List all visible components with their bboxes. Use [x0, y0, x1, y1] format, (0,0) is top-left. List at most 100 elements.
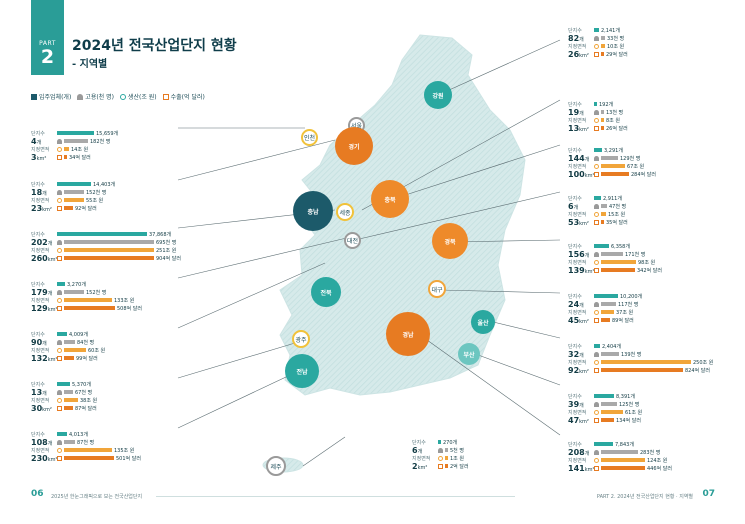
region-jeonnam[interactable]: 전남 — [285, 354, 319, 388]
designated-area: 230km² — [31, 453, 58, 463]
complex-count: 108개 — [31, 437, 53, 447]
firms-value: 14,403개 — [93, 181, 116, 188]
designated-area: 100km² — [568, 169, 595, 179]
designated-area-label: 지정면적 — [31, 297, 50, 304]
firms-value: 2,141개 — [601, 27, 620, 34]
region-ulsan[interactable]: 울산 — [471, 310, 495, 334]
legend-production: 생산(조 원) — [119, 92, 157, 101]
designated-area: 129km² — [31, 303, 58, 313]
employment-value: 695천 명 — [156, 239, 177, 246]
complex-count-label: 단지수 — [568, 27, 582, 34]
production-value: 55조 원 — [86, 197, 104, 204]
person-icon — [594, 251, 599, 257]
coin-icon — [594, 259, 599, 265]
designated-area: 3km² — [31, 152, 47, 162]
stat-card: 단지수 192개 19개 13천 명 지정면적 8조 원 13km² 26억 달… — [568, 100, 628, 133]
complex-count-label: 단지수 — [568, 243, 582, 250]
employment-value: 125천 명 — [619, 401, 640, 408]
region-gyeonggi[interactable]: 경기 — [335, 127, 373, 165]
region-daegu[interactable]: 대구 — [428, 280, 446, 298]
ship-icon — [162, 93, 169, 100]
complex-count-label: 단지수 — [568, 101, 582, 108]
employment-value: 87천 명 — [77, 439, 95, 446]
stat-card: 단지수 2,404개 32개 139천 명 지정면적 250조 원 92km² … — [568, 342, 713, 375]
region-gwangju[interactable]: 광주 — [292, 330, 310, 348]
stat-card: 단지수 3,270개 179개 152천 명 지정면적 133조 원 129km… — [31, 280, 142, 313]
complex-count-label: 단지수 — [568, 441, 582, 448]
region-gangwon[interactable]: 강원 — [424, 81, 452, 109]
employment-value: 67천 명 — [75, 389, 93, 396]
stat-card: 단지수 15,659개 4개 182천 명 지정면적 14조 원 3km² 34… — [31, 129, 118, 162]
ship-icon — [594, 219, 599, 225]
ship-icon — [594, 125, 599, 131]
production-bar — [64, 147, 69, 151]
region-jeonbuk[interactable]: 전북 — [311, 277, 341, 307]
production-value: 14조 원 — [71, 146, 89, 153]
region-incheon[interactable]: 인천 — [301, 129, 318, 146]
complex-count: 156개 — [568, 249, 590, 259]
production-bar — [601, 260, 636, 264]
region-busan[interactable]: 부산 — [458, 343, 480, 365]
firms-value: 37,868개 — [149, 231, 172, 238]
employment-bar — [64, 440, 75, 444]
region-sejong[interactable]: 세종 — [336, 203, 354, 221]
region-gyeongbuk[interactable]: 경북 — [432, 223, 468, 259]
region-gyeongnam[interactable]: 경남 — [386, 312, 430, 356]
region-daejeon[interactable]: 대전 — [344, 232, 361, 249]
coin-icon — [594, 409, 599, 415]
person-icon — [57, 138, 62, 144]
region-jeju[interactable]: 제주 — [266, 456, 286, 476]
exports-value: 904억 달러 — [156, 255, 181, 262]
coin-icon — [594, 117, 599, 123]
ship-icon — [594, 317, 599, 323]
complex-count: 6개 — [412, 445, 423, 455]
ship-icon — [438, 463, 443, 469]
complex-count: 82개 — [568, 33, 584, 43]
exports-value: 508억 달러 — [117, 305, 142, 312]
firms-bar — [57, 182, 91, 186]
part-badge: PART 2 — [31, 0, 64, 75]
exports-value: 501억 달러 — [116, 455, 141, 462]
designated-area-label: 지정면적 — [568, 457, 587, 464]
region-chungbuk[interactable]: 충북 — [371, 180, 409, 218]
person-icon — [594, 351, 599, 357]
exports-bar — [64, 406, 73, 410]
person-icon — [594, 301, 599, 307]
person-icon — [594, 109, 599, 115]
right-footer-text: PART 2. 2024년 전국산업단지 현황 · 지역별 — [596, 494, 693, 500]
ship-icon — [57, 305, 62, 311]
building-icon — [31, 93, 37, 100]
coin-icon — [594, 163, 599, 169]
ship-icon — [594, 367, 599, 373]
exports-value: 342억 달러 — [637, 267, 662, 274]
employment-bar — [601, 156, 618, 160]
production-value: 1조 원 — [450, 455, 464, 462]
firms-bar — [57, 232, 147, 236]
stat-card: 단지수 37,868개 202개 695천 명 지정면적 251조 원 260k… — [31, 230, 181, 263]
ship-icon — [57, 255, 62, 261]
firms-bar — [438, 440, 441, 444]
employment-bar — [601, 110, 604, 114]
stat-card: 단지수 6,358개 156개 171천 명 지정면적 98조 원 139km²… — [568, 242, 662, 275]
production-value: 38조 원 — [80, 397, 98, 404]
designated-area-label: 지정면적 — [568, 43, 587, 50]
designated-area: 26km² — [568, 49, 589, 59]
ship-icon — [57, 154, 62, 160]
exports-value: 99억 달러 — [76, 355, 98, 362]
employment-bar — [601, 252, 623, 256]
coin-icon — [119, 93, 126, 100]
production-value: 124조 원 — [647, 457, 668, 464]
region-chungnam[interactable]: 충남 — [293, 191, 333, 231]
firms-value: 4,013개 — [69, 431, 88, 438]
complex-count: 4개 — [31, 136, 42, 146]
complex-count-label: 단지수 — [412, 439, 426, 446]
ship-icon — [594, 465, 599, 471]
person-icon — [438, 447, 443, 453]
production-value: 10조 원 — [607, 43, 625, 50]
person-icon — [77, 93, 84, 100]
complex-count: 13개 — [31, 387, 47, 397]
employment-bar — [601, 450, 638, 454]
firms-value: 2,404개 — [602, 343, 621, 350]
designated-area-label: 지정면적 — [31, 197, 50, 204]
firms-bar — [594, 394, 614, 398]
